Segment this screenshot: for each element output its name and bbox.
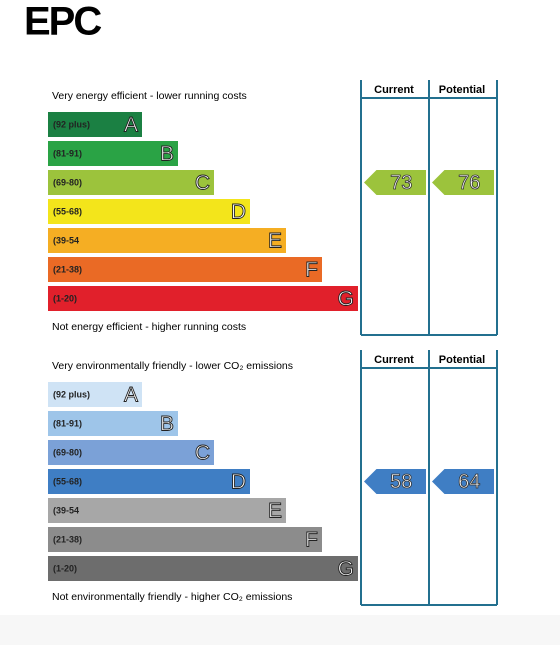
band-range: (92 plus) <box>53 389 90 399</box>
band <box>48 286 358 311</box>
band-letter: C <box>195 442 210 465</box>
band-letter: D <box>231 201 246 224</box>
band-range: (39-54 <box>53 235 79 245</box>
band-letter: A <box>124 384 138 407</box>
band-range: (21-38) <box>53 534 82 544</box>
band-range: (55-68) <box>53 476 82 486</box>
band-letter: D <box>231 471 246 494</box>
band-letter: E <box>268 500 282 523</box>
band-range: (69-80) <box>53 447 82 457</box>
rating-arrow <box>364 469 426 494</box>
column-header: Current <box>374 84 414 96</box>
band-range: (81-91) <box>53 148 82 158</box>
band <box>48 498 286 523</box>
band-letter: F <box>305 259 318 282</box>
column-header: Current <box>374 354 414 366</box>
band <box>48 141 178 166</box>
band <box>48 199 250 224</box>
band-range: (21-38) <box>53 264 82 274</box>
band <box>48 170 214 195</box>
band-range: (81-91) <box>53 418 82 428</box>
band-letter: B <box>160 413 174 436</box>
band <box>48 382 142 407</box>
scale-top-text: Very environmentally friendly - lower CO… <box>52 360 293 372</box>
rating-value: 76 <box>458 172 480 194</box>
band <box>48 228 286 253</box>
band-range: (39-54 <box>53 505 79 515</box>
page-title: EPC <box>24 0 101 44</box>
band-letter: G <box>338 288 354 311</box>
rating-value: 64 <box>458 471 480 493</box>
band-letter: F <box>305 529 318 552</box>
footer-bg <box>0 615 560 645</box>
column-header: Potential <box>439 84 485 96</box>
rating-value: 58 <box>390 471 412 493</box>
band-letter: A <box>124 114 138 137</box>
scale-bottom-text: Not energy efficient - higher running co… <box>52 321 246 333</box>
band <box>48 112 142 137</box>
rating-arrow <box>364 170 426 195</box>
rating-arrow <box>432 469 494 494</box>
scale-bottom-text: Not environmentally friendly - higher CO… <box>52 591 292 603</box>
band-range: (1-20) <box>53 293 77 303</box>
column-header: Potential <box>439 354 485 366</box>
band-letter: B <box>160 143 174 166</box>
band-range: (92 plus) <box>53 119 90 129</box>
band <box>48 440 214 465</box>
band <box>48 257 322 282</box>
band <box>48 556 358 581</box>
band <box>48 469 250 494</box>
band-letter: G <box>338 558 354 581</box>
band <box>48 527 322 552</box>
band <box>48 411 178 436</box>
band-letter: C <box>195 172 210 195</box>
band-letter: E <box>268 230 282 253</box>
band-range: (69-80) <box>53 177 82 187</box>
rating-value: 73 <box>390 172 412 194</box>
scale-top-text: Very energy efficient - lower running co… <box>52 90 247 102</box>
band-range: (1-20) <box>53 563 77 573</box>
rating-arrow <box>432 170 494 195</box>
band-range: (55-68) <box>53 206 82 216</box>
